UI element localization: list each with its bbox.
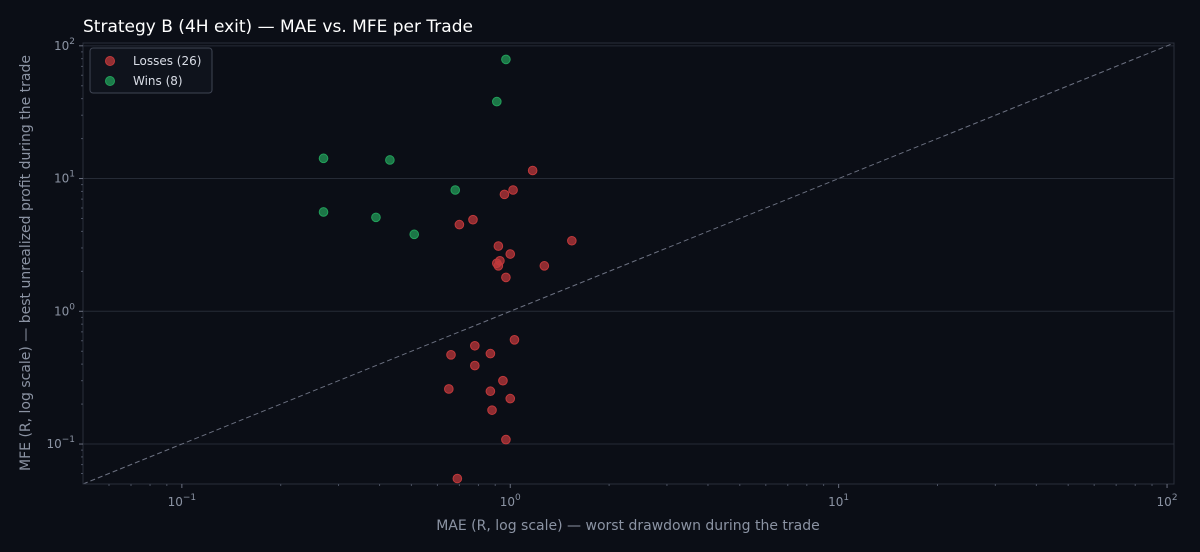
data-point-loss xyxy=(501,272,511,283)
data-point-loss xyxy=(539,261,550,271)
data-point-loss xyxy=(452,473,463,484)
data-point-loss xyxy=(505,249,516,259)
y-axis-label: MFE (R, log scale) — best unrealized pro… xyxy=(18,55,34,471)
data-points xyxy=(318,54,577,484)
x-tick-label: 102 xyxy=(1157,493,1178,509)
data-point-loss xyxy=(567,235,577,246)
data-point-loss xyxy=(468,214,478,225)
data-point-loss xyxy=(493,261,504,271)
data-point-loss xyxy=(470,360,480,371)
data-point-loss xyxy=(487,405,497,415)
data-point-win xyxy=(409,229,420,240)
data-point-loss xyxy=(485,348,496,359)
y-tick-label: 100 xyxy=(54,302,75,318)
axis-ticks: 10−1 100 101 102 10−1 100 101 102 xyxy=(46,37,1177,509)
data-point-loss xyxy=(485,386,496,397)
data-point-loss xyxy=(498,375,508,386)
data-point-loss xyxy=(470,340,480,351)
plot-frame xyxy=(82,42,1175,485)
y-tick-label: 10−1 xyxy=(46,435,75,451)
x-tick-label: 100 xyxy=(500,493,521,509)
legend-marker-losses xyxy=(105,56,115,66)
grid-lines xyxy=(83,45,1174,445)
data-point-loss xyxy=(446,350,456,360)
data-point-loss xyxy=(527,165,538,176)
data-point-loss xyxy=(493,241,504,251)
data-point-loss xyxy=(509,334,520,345)
data-point-loss xyxy=(505,393,516,404)
x-axis-label: MAE (R, log scale) — worst drawdown duri… xyxy=(436,518,820,534)
x-tick-label: 101 xyxy=(828,493,849,509)
data-point-win xyxy=(385,155,395,165)
data-point-win xyxy=(450,185,461,195)
data-point-win xyxy=(371,212,381,223)
data-point-loss xyxy=(499,189,510,200)
x-tick-label: 10−1 xyxy=(168,493,197,509)
chart-title: Strategy B (4H exit) — MAE vs. MFE per T… xyxy=(83,17,473,37)
y-tick-label: 102 xyxy=(54,37,75,53)
legend-label-wins: Wins (8) xyxy=(133,74,183,88)
y-tick-label: 101 xyxy=(54,170,75,186)
data-point-loss xyxy=(444,384,454,394)
reference-line-y-equals-x xyxy=(82,42,1175,485)
legend-marker-wins xyxy=(105,76,115,86)
data-point-loss xyxy=(454,219,465,230)
data-point-win xyxy=(492,96,502,107)
data-point-loss xyxy=(501,434,511,445)
data-point-loss xyxy=(508,185,518,195)
data-point-win xyxy=(501,54,511,65)
data-point-win xyxy=(318,153,329,164)
reference-line-group xyxy=(82,42,1175,485)
legend: Losses (26) Wins (8) xyxy=(89,47,213,94)
data-point-win xyxy=(318,207,329,217)
legend-label-losses: Losses (26) xyxy=(133,54,201,68)
legend-box xyxy=(89,47,213,94)
